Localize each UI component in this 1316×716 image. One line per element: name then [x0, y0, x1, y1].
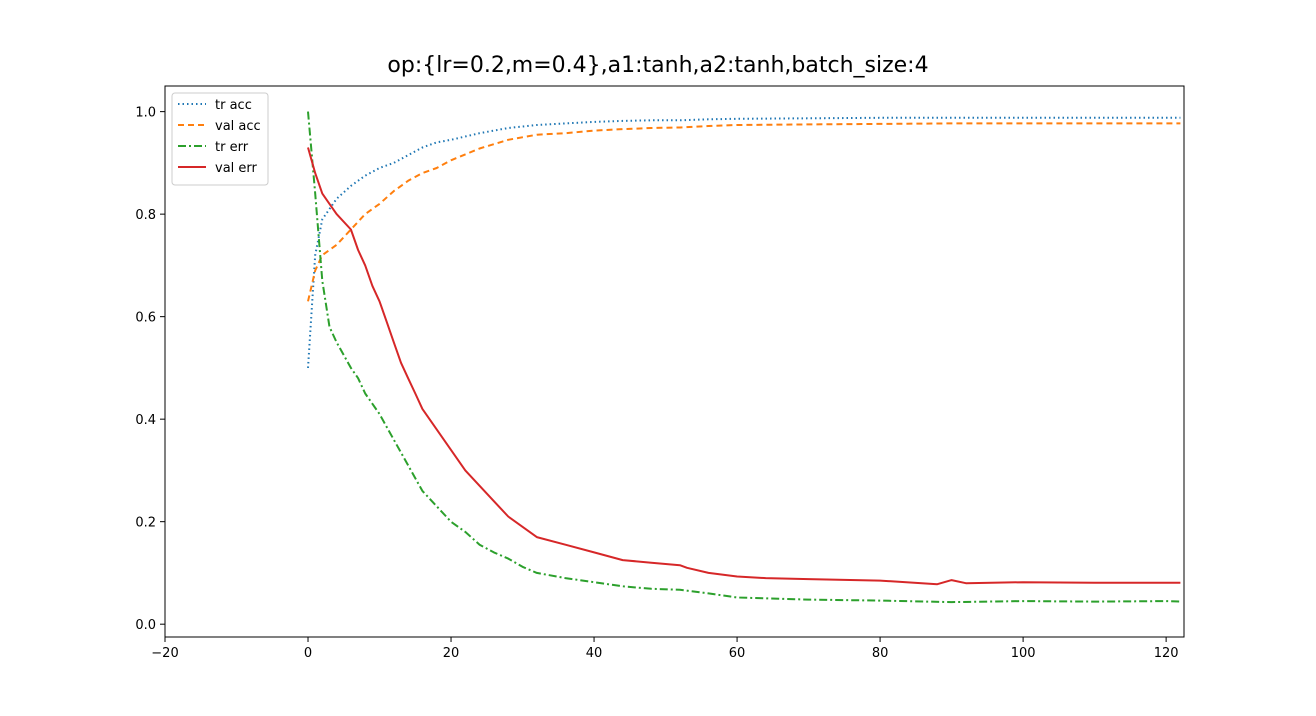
x-tick-label: 120: [1154, 646, 1179, 661]
x-tick-label: −20: [151, 646, 178, 661]
y-tick-label: 1.0: [135, 106, 156, 121]
y-tick-label: 0.0: [135, 618, 156, 633]
y-tick-label: 0.4: [135, 413, 156, 428]
y-tick-label: 0.6: [135, 311, 156, 326]
x-tick-label: 20: [443, 646, 460, 661]
y-tick-label: 0.8: [135, 208, 156, 223]
legend-label-tr-acc: tr acc: [215, 98, 252, 113]
x-tick-label: 40: [586, 646, 603, 661]
y-tick-label: 0.2: [135, 516, 156, 531]
series-line-val-err: [307, 147, 1181, 586]
axes-frame: [164, 85, 1185, 638]
legend-label-val-acc: val acc: [215, 119, 261, 134]
x-tick-label: 80: [872, 646, 889, 661]
series-line-tr-acc: [307, 116, 1181, 368]
x-tick-label: 100: [1011, 646, 1036, 661]
legend-label-tr-err: tr err: [215, 140, 249, 155]
series-lines: [307, 111, 1181, 604]
legend-label-val-err: val err: [215, 161, 258, 176]
series-line-val-acc: [307, 122, 1181, 302]
chart-title: op:{lr=0.2,m=0.4},a1:tanh,a2:tanh,batch_…: [387, 53, 928, 78]
x-tick-label: 0: [304, 646, 312, 661]
series-line-tr-err: [307, 111, 1181, 604]
plot-area: −20 0 20 40 60 80 100 120 0.0 0.2 0.4 0.6 0.8 1.0: [135, 85, 1185, 661]
legend-box: [171, 92, 269, 186]
legend: tr acc val acc tr err val err: [171, 92, 269, 186]
x-tick-label: 60: [729, 646, 746, 661]
